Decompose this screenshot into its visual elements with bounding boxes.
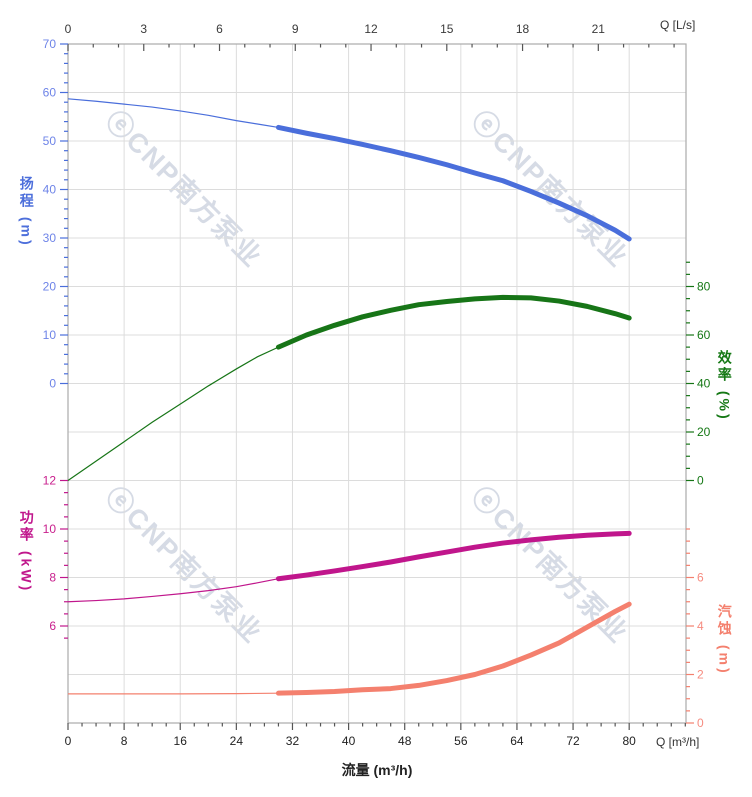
head-curve-thin [67, 98, 279, 129]
svg-text:20: 20 [43, 280, 57, 294]
efficiency-axis: 0 20 40 60 80 [686, 261, 711, 488]
svg-text:60: 60 [697, 328, 711, 342]
cnp-watermark: ⓔCNP南方泵业 [466, 480, 635, 649]
svg-text:6: 6 [216, 22, 223, 36]
head-axis-title: 扬程 (m) [18, 176, 35, 248]
npsh-axis-title: 汽蚀 (m) [716, 604, 733, 676]
q-bottom-unit-label: Q [m³/h] [656, 735, 700, 749]
svg-text:40: 40 [697, 377, 711, 391]
svg-text:6: 6 [697, 571, 704, 585]
efficiency-axis-title: 效率 (%) [716, 350, 733, 422]
grid-lines [68, 44, 686, 723]
power-curve [275, 530, 632, 582]
flow-axis-title: 流量 (m³/h) [341, 762, 413, 778]
cnp-watermark: ⓔCNP南方泵业 [100, 480, 269, 649]
svg-text:8: 8 [49, 571, 56, 585]
svg-text:3: 3 [140, 22, 147, 36]
svg-text:12: 12 [43, 474, 57, 488]
efficiency-curve [275, 294, 632, 350]
power-axis: 6 8 10 12 [43, 474, 68, 639]
svg-text:80: 80 [623, 734, 637, 748]
svg-text:10: 10 [43, 328, 57, 342]
svg-text:10: 10 [43, 522, 57, 536]
svg-text:60: 60 [43, 86, 57, 100]
svg-text:0: 0 [697, 474, 704, 488]
q-top-unit-label: Q [L/s] [660, 18, 696, 32]
svg-text:40: 40 [342, 734, 356, 748]
svg-text:0: 0 [697, 716, 704, 730]
svg-text:8: 8 [121, 734, 128, 748]
bottom-axis: 0 8 16 24 32 40 48 56 64 72 80 [65, 723, 686, 748]
svg-text:40: 40 [43, 183, 57, 197]
svg-text:80: 80 [697, 280, 711, 294]
svg-text:32: 32 [286, 734, 300, 748]
efficiency-curve-thin [67, 346, 279, 481]
svg-text:48: 48 [398, 734, 412, 748]
svg-text:9: 9 [292, 22, 299, 36]
top-axis: 0 3 6 9 12 15 18 21 [65, 22, 675, 51]
npsh-axis: 0 2 4 6 [686, 528, 704, 730]
cnp-watermark: ⓔCNP南方泵业 [100, 104, 269, 273]
svg-text:0: 0 [65, 734, 72, 748]
svg-text:24: 24 [230, 734, 244, 748]
svg-text:2: 2 [697, 668, 704, 682]
svg-text:21: 21 [592, 22, 606, 36]
svg-text:15: 15 [440, 22, 454, 36]
svg-text:16: 16 [174, 734, 188, 748]
svg-text:6: 6 [49, 619, 56, 633]
svg-text:30: 30 [43, 231, 57, 245]
svg-text:50: 50 [43, 134, 57, 148]
head-axis: 0 10 20 30 40 50 60 70 [43, 37, 68, 391]
svg-text:70: 70 [43, 37, 57, 51]
svg-text:18: 18 [516, 22, 530, 36]
power-curve-thin [67, 578, 279, 603]
npsh-curve [275, 601, 632, 696]
svg-text:64: 64 [510, 734, 524, 748]
svg-text:72: 72 [566, 734, 580, 748]
cnp-watermark: ⓔCNP南方泵业 [466, 104, 635, 273]
npsh-curve-thin [68, 692, 279, 695]
svg-text:4: 4 [697, 619, 704, 633]
svg-text:12: 12 [364, 22, 378, 36]
svg-text:0: 0 [65, 22, 72, 36]
svg-text:20: 20 [697, 425, 711, 439]
svg-text:0: 0 [49, 377, 56, 391]
power-axis-title: 功率 (kW) [18, 510, 35, 594]
head-curve [275, 124, 632, 242]
svg-text:56: 56 [454, 734, 468, 748]
curves-layer [67, 98, 632, 696]
